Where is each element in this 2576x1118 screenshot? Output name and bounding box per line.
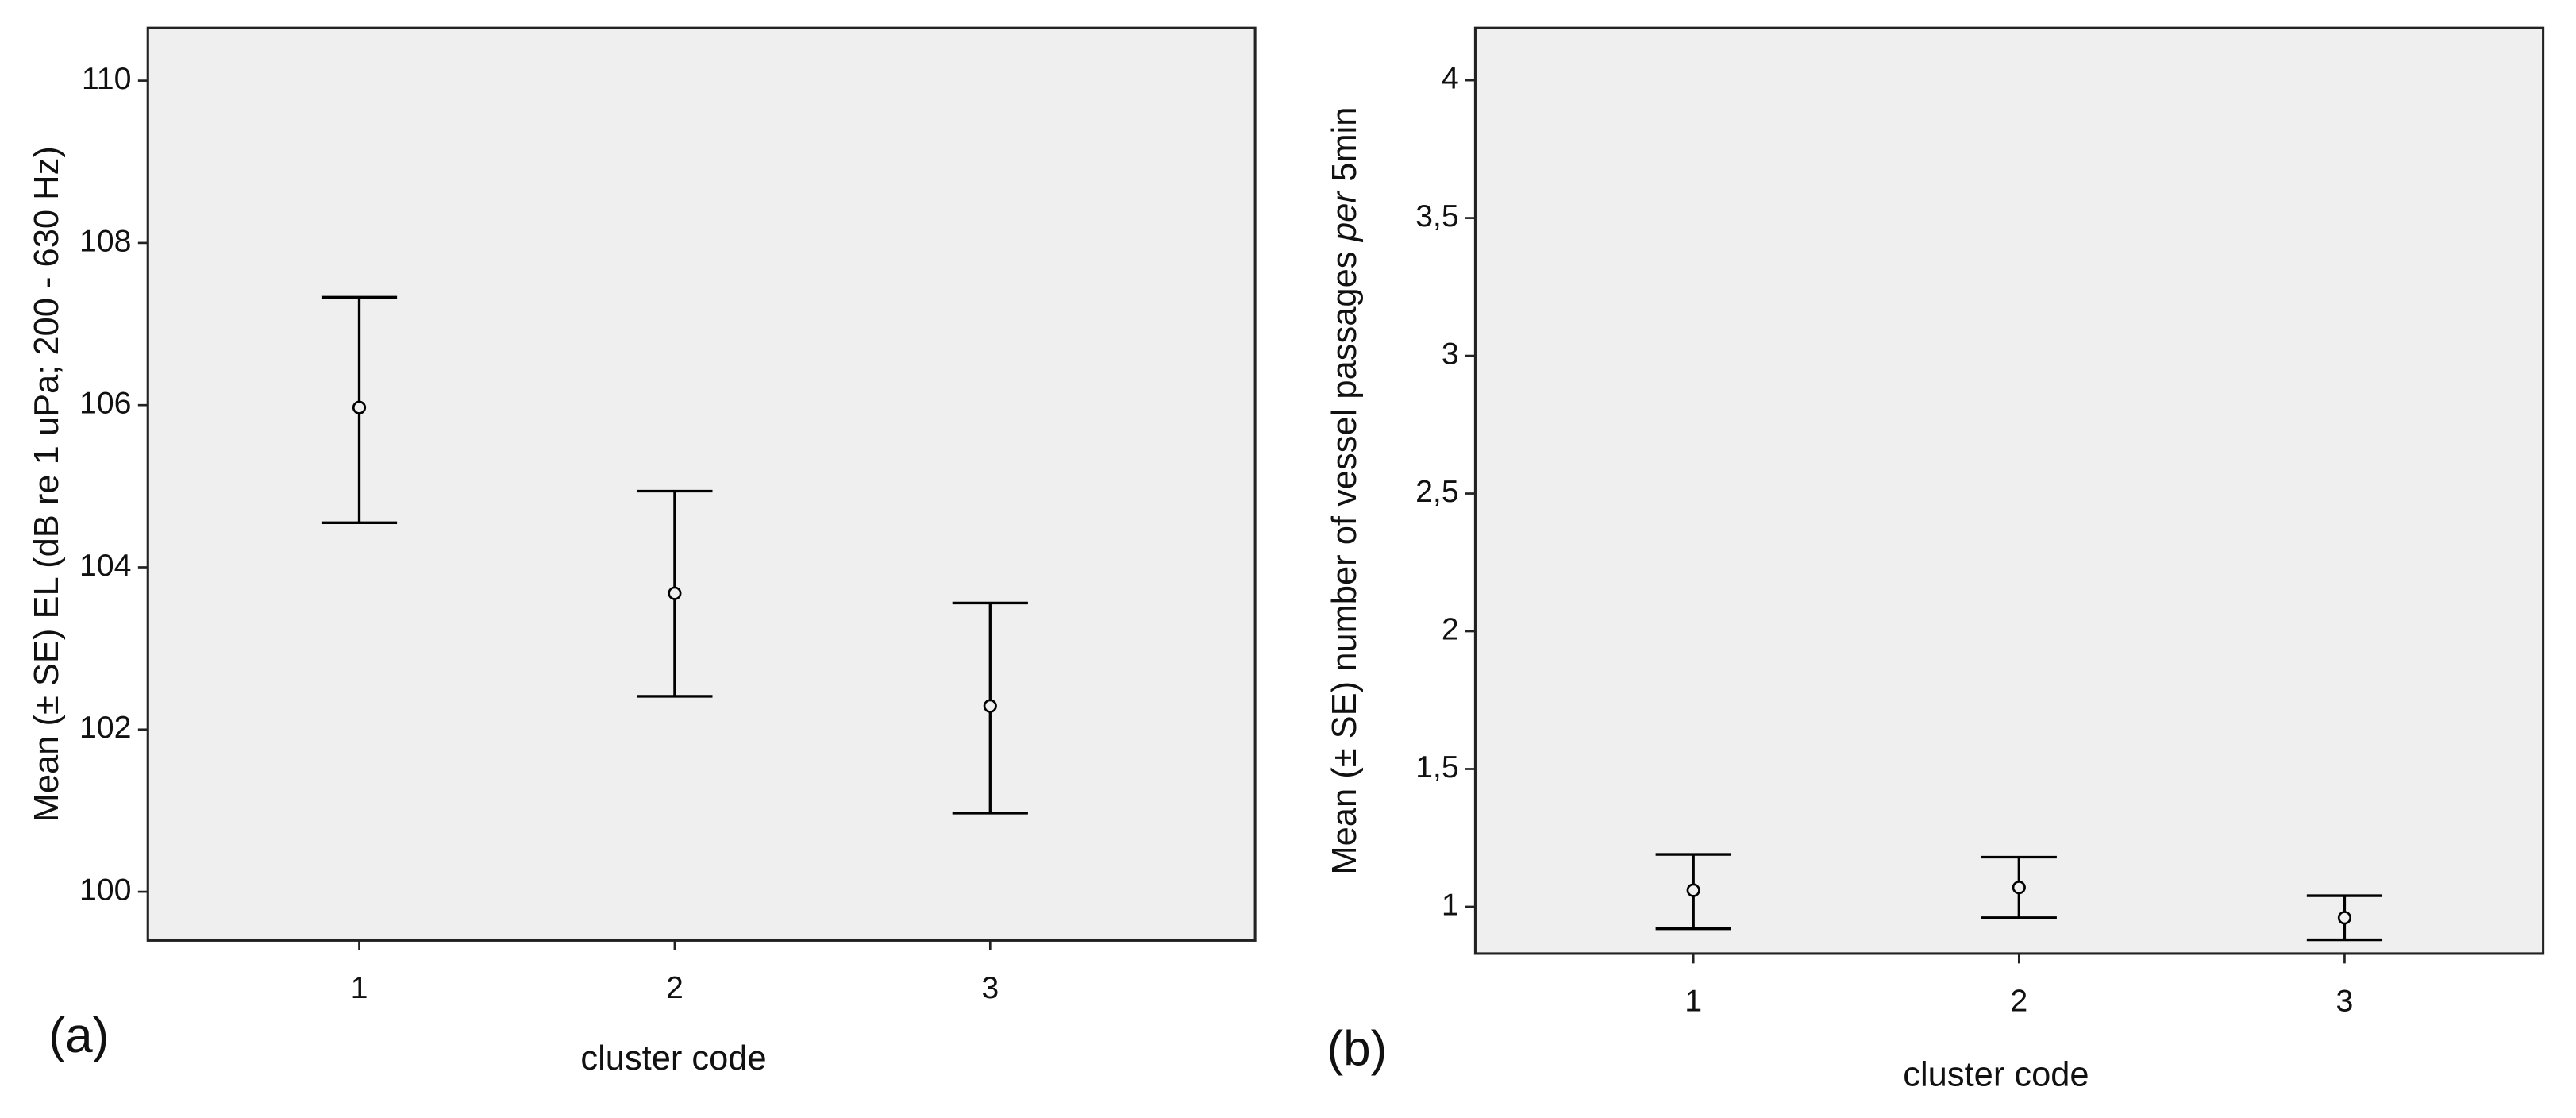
x-tick-label: 3 — [2336, 983, 2354, 1018]
x-tick-label: 2 — [666, 970, 683, 1005]
y-tick-label: 108 — [79, 223, 132, 258]
x-tick-label: 1 — [351, 970, 368, 1005]
y-tick-label: 104 — [79, 548, 132, 583]
plot-area — [146, 26, 1257, 942]
mean-marker — [2012, 881, 2026, 895]
panel-label: (b) — [1327, 1022, 1387, 1077]
y-axis-label-part: per — [1326, 191, 1364, 243]
y-tick-label: 1,5 — [1415, 750, 1459, 785]
y-tick-label: 4 — [1442, 61, 1459, 96]
panel-label: (a) — [48, 1008, 109, 1063]
y-axis-label-part: Mean (± SE) EL (dB re 1 uPa; 200 - 630 H… — [29, 146, 67, 822]
y-tick-label: 100 — [79, 872, 132, 907]
x-tick-label: 1 — [1685, 983, 1702, 1018]
y-tick-label: 3,5 — [1415, 199, 1459, 233]
y-tick-label: 2 — [1442, 611, 1459, 646]
mean-marker — [668, 586, 682, 600]
plot-area — [1473, 26, 2545, 955]
x-axis-label: cluster code — [1903, 1056, 2089, 1094]
mean-marker — [983, 699, 997, 713]
mean-marker — [352, 400, 367, 414]
y-axis-label-part: Mean (± SE) number of vessel passages — [1326, 251, 1364, 874]
x-tick-label: 2 — [2010, 983, 2027, 1018]
y-tick-label: 3 — [1442, 336, 1459, 371]
y-tick-label: 102 — [79, 710, 132, 745]
y-tick-label: 2,5 — [1415, 474, 1459, 509]
y-axis-label: Mean (± SE) EL (dB re 1 uPa; 200 - 630 H… — [29, 146, 67, 822]
y-tick-label: 106 — [79, 386, 132, 421]
y-axis-label-part: 5min — [1326, 107, 1364, 182]
mean-marker — [2337, 911, 2352, 925]
y-tick-label: 1 — [1442, 887, 1459, 922]
x-axis-label: cluster code — [580, 1039, 766, 1078]
y-axis-label: Mean (± SE) number of vessel passages per… — [1326, 107, 1364, 875]
y-tick-label: 110 — [82, 61, 132, 96]
mean-marker — [1686, 883, 1700, 897]
x-tick-label: 3 — [981, 970, 999, 1005]
